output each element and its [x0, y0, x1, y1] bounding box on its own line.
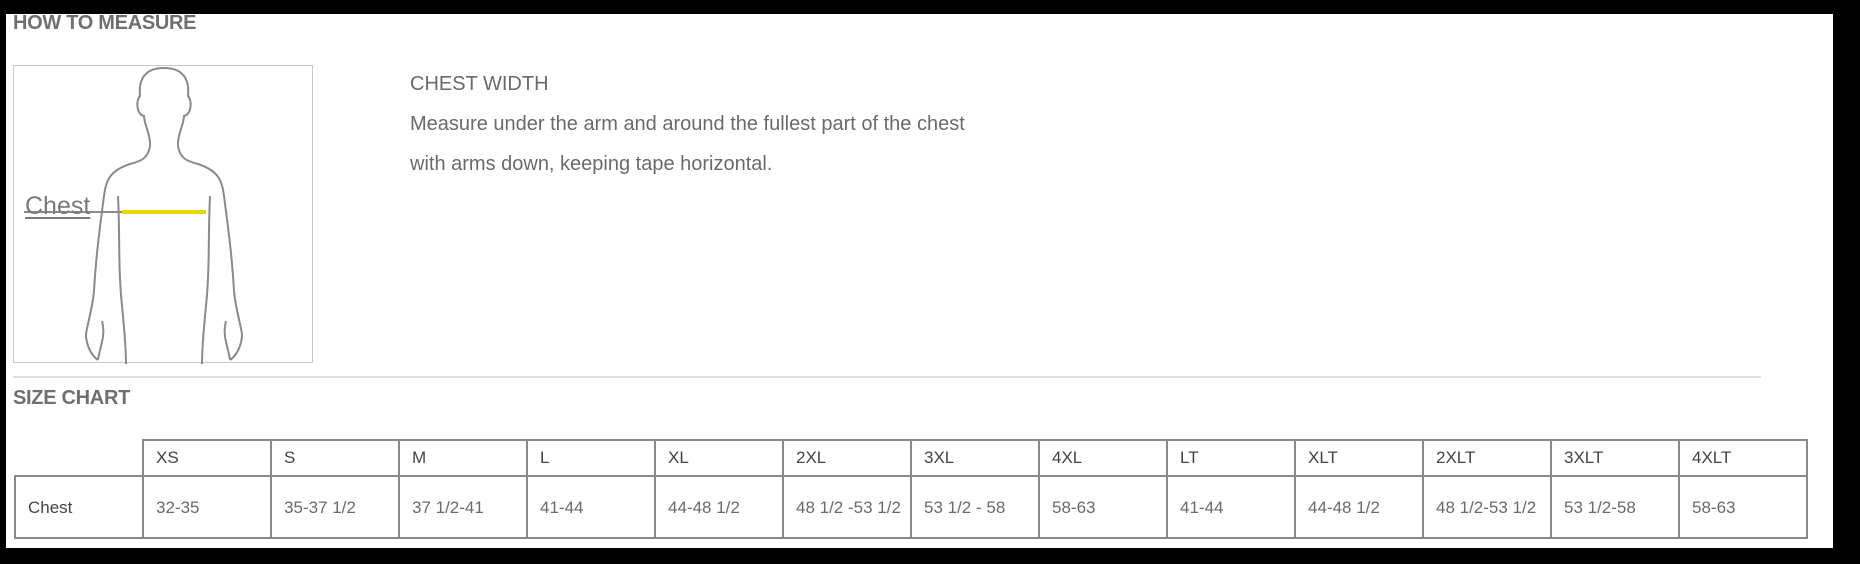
- size-chart-table: XS S M L XL 2XL 3XL 4XL LT XLT 2XLT 3XLT 4XLT Chest 3…: [14, 439, 1808, 539]
- measure-line: Measure under the arm and around the ful…: [410, 113, 965, 135]
- size-value-cell: 37 1/2-41: [398, 475, 528, 539]
- size-chart-heading: SIZE CHART: [13, 387, 131, 409]
- table-header-row: XS S M L XL 2XL 3XL 4XL LT XLT 2XLT 3XLT 4XLT: [15, 439, 1808, 477]
- measure-title: CHEST WIDTH: [410, 73, 549, 95]
- size-value-cell: 32-35: [142, 475, 272, 539]
- column-header: XS: [142, 439, 272, 477]
- chest-measure-illustration: Chest: [13, 65, 313, 364]
- measure-description: CHEST WIDTH Measure under the arm and ar…: [410, 70, 965, 190]
- size-value-cell: 58-63: [1678, 475, 1808, 539]
- size-value-cell: 44-48 1/2: [654, 475, 784, 539]
- measure-line: with arms down, keeping tape horizontal.: [410, 153, 773, 175]
- column-header: S: [270, 439, 400, 477]
- row-label: Chest: [14, 475, 144, 539]
- table-row: Chest 32-35 35-37 1/2 37 1/2-41 41-44 44-48 1…: [14, 475, 1808, 539]
- size-value-cell: 53 1/2-58: [1550, 475, 1680, 539]
- column-header: 2XL: [782, 439, 912, 477]
- size-value-cell: 41-44: [526, 475, 656, 539]
- body-outline-icon: [24, 66, 244, 364]
- section-divider: [13, 376, 1761, 378]
- column-header: 2XLT: [1422, 439, 1552, 477]
- column-header: 4XLT: [1678, 439, 1808, 477]
- column-header: XLT: [1294, 439, 1424, 477]
- column-header: XL: [654, 439, 784, 477]
- size-guide-panel: HOW TO MEASURE Chest CHEST WIDTH Measure…: [6, 12, 1833, 548]
- column-header: 3XLT: [1550, 439, 1680, 477]
- size-value-cell: 44-48 1/2: [1294, 475, 1424, 539]
- size-value-cell: 41-44: [1166, 475, 1296, 539]
- size-value-cell: 48 1/2-53 1/2: [1422, 475, 1552, 539]
- how-to-measure-heading: HOW TO MEASURE: [13, 12, 197, 34]
- chest-label: Chest: [25, 192, 91, 220]
- size-value-cell: 53 1/2 - 58: [910, 475, 1040, 539]
- column-header: L: [526, 439, 656, 477]
- column-header: 4XL: [1038, 439, 1168, 477]
- size-value-cell: 58-63: [1038, 475, 1168, 539]
- size-value-cell: 48 1/2 -53 1/2: [782, 475, 912, 539]
- column-header: 3XL: [910, 439, 1040, 477]
- column-header: M: [398, 439, 528, 477]
- size-value-cell: 35-37 1/2: [270, 475, 400, 539]
- column-header: LT: [1166, 439, 1296, 477]
- corner-cell: [15, 440, 144, 477]
